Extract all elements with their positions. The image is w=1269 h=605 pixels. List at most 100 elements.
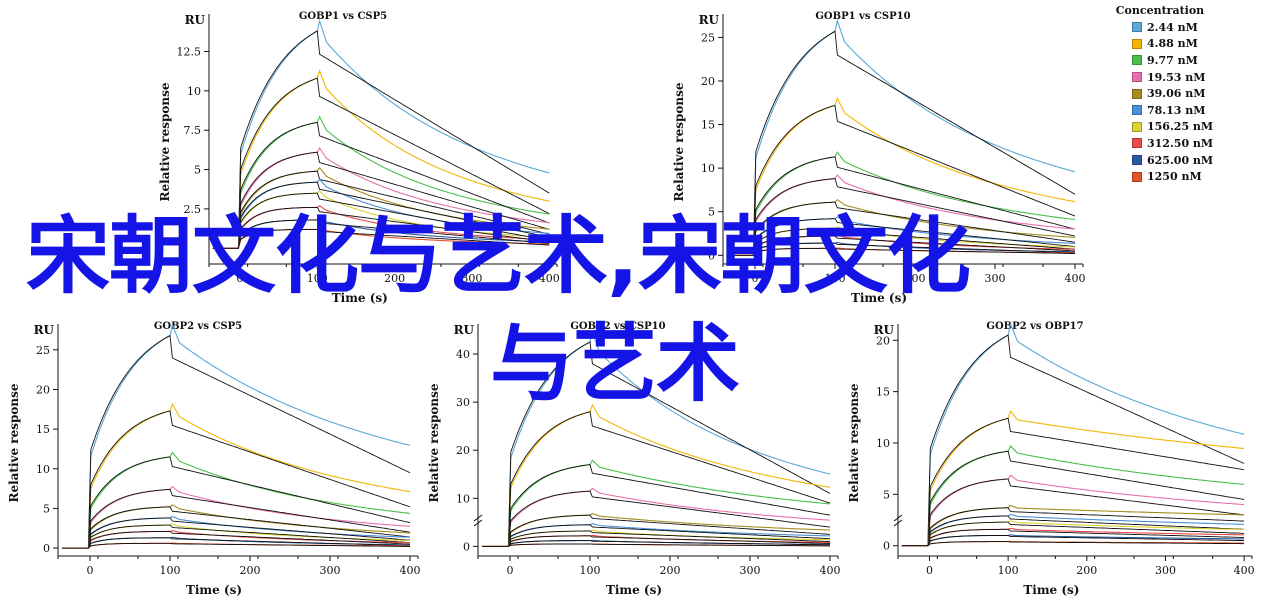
series-line: [212, 147, 550, 249]
legend-swatch: [1132, 22, 1142, 33]
y-tick-label: 5: [194, 164, 201, 177]
y-axis-label: Relative response: [7, 383, 21, 502]
series-line: [482, 330, 831, 547]
fit-line: [901, 528, 1245, 547]
legend-swatch: [1132, 121, 1142, 132]
fit-line: [901, 507, 1245, 547]
legend-item: 78.13 nM: [1098, 102, 1228, 119]
fit-line: [62, 456, 411, 549]
series-line: [212, 115, 550, 249]
y-tick-label: 10: [36, 463, 50, 476]
y-axis-label: Relative response: [158, 82, 172, 201]
y-tick-label: 25: [36, 344, 50, 357]
fit-line: [212, 206, 550, 249]
fit-line: [901, 535, 1245, 547]
unit-label: RU: [454, 323, 475, 337]
x-tick-label: 400: [539, 272, 560, 285]
y-tick-label: 10: [456, 492, 470, 505]
chart-title: GOBP2 vs CSP5: [154, 321, 242, 332]
x-tick-label: 100: [160, 564, 181, 577]
unit-label: RU: [34, 323, 55, 337]
chart-title: GOBP2 vs OBP17: [986, 321, 1083, 332]
y-tick-label: 30: [456, 396, 470, 409]
fit-line: [727, 201, 1076, 256]
series-line: [62, 322, 411, 549]
fit-line: [62, 542, 410, 549]
legend-swatch: [1132, 171, 1142, 182]
x-tick-label: 300: [461, 272, 482, 285]
legend-item: 39.06 nM: [1098, 85, 1228, 102]
y-axis-label: Relative response: [427, 383, 441, 502]
legend-label: 4.88 nM: [1147, 37, 1198, 51]
fit-line: [727, 104, 1076, 256]
x-tick-label: 0: [236, 272, 243, 285]
series-line: [212, 166, 550, 249]
series-line: [901, 474, 1245, 547]
x-axis-label: Time (s): [851, 291, 907, 305]
series-line: [901, 409, 1245, 547]
fit-line: [901, 515, 1245, 547]
chart-title: GOBP1 vs CSP10: [815, 11, 910, 22]
legend-swatch: [1132, 105, 1142, 116]
fit-line: [482, 341, 831, 547]
y-tick-label: 5: [883, 488, 890, 501]
x-tick-label: 300: [740, 564, 761, 577]
x-tick-label: 100: [998, 564, 1019, 577]
chart-title: GOBP1 vs CSP5: [299, 11, 387, 22]
x-axis-label: Time (s): [186, 583, 242, 597]
legend-item: 19.53 nM: [1098, 69, 1228, 86]
fit-line: [727, 178, 1076, 256]
legend-swatch: [1132, 138, 1142, 149]
y-tick-label: 0: [708, 249, 715, 262]
fit-line: [482, 543, 830, 547]
legend-label: 1250 nM: [1147, 170, 1202, 184]
y-tick-label: 5: [708, 206, 715, 219]
series-line: [212, 69, 550, 249]
legend-item: 2.44 nM: [1098, 19, 1228, 36]
y-axis-label: Relative response: [672, 82, 686, 201]
y-tick-label: 20: [876, 334, 890, 347]
chart-title: GOBP2 vs CSP10: [570, 321, 665, 332]
series-line: [901, 322, 1245, 547]
x-tick-label: 200: [240, 564, 261, 577]
x-tick-label: 100: [307, 272, 328, 285]
series-line: [727, 174, 1076, 256]
axis-break-mark: [893, 514, 903, 522]
x-axis-label: Time (s): [1023, 583, 1079, 597]
axis-break-mark: [473, 514, 483, 522]
series-line: [482, 403, 831, 547]
x-tick-label: 400: [820, 564, 841, 577]
legend-title: Concentration: [1115, 4, 1205, 17]
y-tick-label: 0: [883, 540, 890, 553]
fit-line: [212, 170, 550, 249]
legend-label: 9.77 nM: [1147, 53, 1198, 67]
legend-item: 9.77 nM: [1098, 52, 1228, 69]
legend-swatch: [1132, 88, 1142, 99]
legend-swatch: [1132, 72, 1142, 83]
fit-line: [212, 219, 550, 249]
fit-line: [62, 410, 411, 549]
y-tick-label: 0: [463, 540, 470, 553]
x-tick-label: 0: [507, 564, 514, 577]
watermark-line-2: 与艺术: [490, 315, 740, 413]
fit-line: [901, 521, 1245, 547]
x-axis-label: Time (s): [332, 291, 388, 305]
y-tick-label: 20: [701, 75, 715, 88]
x-tick-label: 300: [320, 564, 341, 577]
y-tick-label: 5: [43, 502, 50, 515]
fit-line: [901, 450, 1245, 547]
x-tick-label: 0: [926, 564, 933, 577]
x-tick-label: 100: [825, 272, 846, 285]
legend-swatch: [1132, 155, 1142, 166]
series-line: [727, 151, 1076, 256]
unit-label: RU: [699, 13, 720, 27]
fit-line: [727, 218, 1076, 256]
fit-line: [482, 514, 831, 547]
legend-label: 625.00 nM: [1147, 153, 1214, 167]
fit-line: [901, 334, 1245, 547]
y-tick-label: 2.5: [184, 203, 202, 216]
